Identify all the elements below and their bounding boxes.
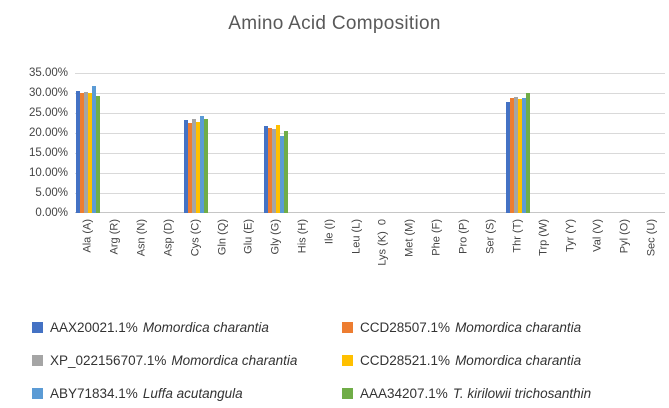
- y-tick-label: 35.00%: [28, 67, 68, 79]
- legend-swatch: [32, 355, 43, 366]
- x-tick-label: Arg (R): [108, 219, 121, 255]
- x-tick-label: Met (M): [403, 219, 416, 257]
- legend-accession: CCD28507.1%: [360, 320, 451, 335]
- legend-accession: AAX20021.1%: [50, 320, 138, 335]
- gridline: [75, 153, 665, 154]
- bar: [505, 101, 510, 213]
- y-tick-label: 15.00%: [28, 147, 68, 159]
- x-tick-label: Glu (E): [242, 219, 255, 254]
- bar: [203, 119, 208, 213]
- x-tick-label: Pro (P): [457, 219, 470, 254]
- legend-item: CCD28507.1% Momordica charantia: [342, 320, 657, 335]
- bar: [84, 91, 89, 213]
- y-tick-label: 0.00%: [35, 207, 68, 219]
- x-tick-label: Tyr (Y): [564, 219, 577, 252]
- bar: [525, 92, 530, 213]
- legend-item: XP_022156707.1% Momordica charantia: [32, 353, 342, 368]
- gridline: [75, 93, 665, 94]
- legend-species: Luffa acutangula: [142, 386, 243, 401]
- y-tick-label: 5.00%: [35, 187, 68, 199]
- bar: [276, 124, 281, 213]
- y-tick-label: 30.00%: [28, 87, 68, 99]
- bar: [76, 91, 81, 213]
- bar: [268, 128, 273, 213]
- legend-species: Momordica charantia: [455, 353, 582, 368]
- bar: [92, 86, 97, 213]
- legend-item: AAA34207.1% T. kirilowii trichosanthin: [342, 386, 657, 401]
- bar: [96, 95, 101, 213]
- bar: [517, 99, 522, 213]
- bar: [521, 98, 526, 213]
- legend-swatch: [342, 322, 353, 333]
- y-tick-label: 25.00%: [28, 107, 68, 119]
- bar: [191, 118, 196, 213]
- gridline: [75, 133, 665, 134]
- legend-item: CCD28521.1% Momordica charantia: [342, 353, 657, 368]
- x-tick-label: Ser (S): [484, 219, 497, 254]
- bar: [183, 120, 188, 213]
- legend: AAX20021.1% Momordica charantia CCD28507.1…: [32, 320, 657, 401]
- bar: [80, 92, 85, 213]
- x-tick-label: Gln (Q): [216, 219, 228, 256]
- legend-accession: XP_022156707.1%: [50, 353, 167, 368]
- legend-swatch: [32, 322, 43, 333]
- gridline: [75, 193, 665, 194]
- x-tick-label: Leu (L): [350, 219, 363, 254]
- bar: [272, 129, 277, 213]
- x-tick-label: Trp (W): [537, 219, 550, 256]
- x-tick-label: Ala (A): [81, 219, 94, 253]
- legend-accession: CCD28521.1%: [360, 353, 451, 368]
- bar: [509, 98, 514, 213]
- legend-swatch: [342, 388, 353, 399]
- y-axis: 0.00% 5.00% 10.00% 15.00% 20.00% 25.00% 30.00%…: [0, 67, 68, 219]
- bar: [513, 97, 518, 213]
- gridline: [75, 113, 665, 114]
- gridline: [75, 73, 665, 74]
- legend-swatch: [342, 355, 353, 366]
- bar: [88, 92, 93, 213]
- x-tick-label: Gly (G): [269, 219, 282, 255]
- x-axis: Ala (A) Arg (R) Asn (N) Asp (D) Cys (C) Gln (…: [75, 216, 665, 308]
- gridline: [75, 173, 665, 174]
- legend-species: Momordica charantia: [171, 353, 298, 368]
- legend-accession: ABY71834.1%: [50, 386, 138, 401]
- y-tick-label: 20.00%: [28, 127, 68, 139]
- legend-species: T. kirilowii trichosanthin: [452, 386, 592, 401]
- x-tick-label: Phe (F): [430, 219, 443, 256]
- bar: [280, 136, 285, 213]
- x-tick-label: His (H): [296, 219, 309, 254]
- bar: [264, 126, 269, 213]
- x-tick-label: Asp (D): [162, 219, 175, 257]
- legend-item: ABY71834.1% Luffa acutangula: [32, 386, 342, 401]
- x-tick-label: Cys (C): [189, 219, 202, 257]
- x-tick-label: Lys (K) 0: [376, 219, 389, 266]
- x-tick-label: Pyl (O): [618, 219, 631, 254]
- x-tick-label: Ile (I): [323, 219, 336, 245]
- x-axis-line: [75, 212, 665, 213]
- legend-swatch: [32, 388, 43, 399]
- bar: [284, 130, 289, 213]
- legend-item: AAX20021.1% Momordica charantia: [32, 320, 342, 335]
- legend-species: Momordica charantia: [455, 320, 582, 335]
- x-tick-label: Val (V): [591, 219, 604, 252]
- bar: [195, 121, 200, 213]
- y-tick-label: 10.00%: [28, 167, 68, 179]
- bar: [187, 122, 192, 213]
- x-tick-label: Sec (U): [645, 219, 658, 257]
- x-tick-label: Thr (T): [511, 219, 523, 253]
- legend-species: Momordica charantia: [142, 320, 269, 335]
- bar: [199, 116, 204, 213]
- chart-title: Amino Acid Composition: [228, 13, 441, 34]
- plot-area: [75, 73, 665, 213]
- x-tick-label: Asn (N): [135, 219, 148, 257]
- legend-accession: AAA34207.1%: [360, 386, 448, 401]
